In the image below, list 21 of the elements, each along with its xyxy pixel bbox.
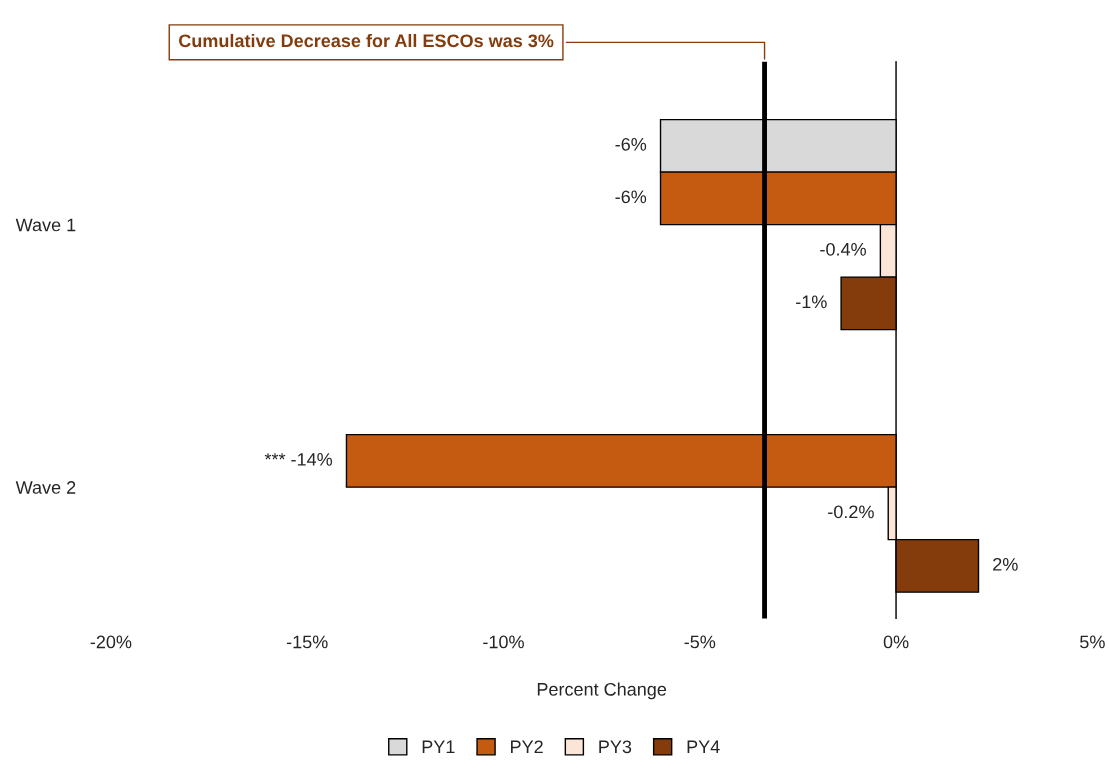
data-label: -1%	[796, 295, 827, 309]
legend-label: PY4	[687, 740, 720, 753]
x-axis-title: Percent Change	[537, 682, 667, 700]
legend-label: PY1	[422, 740, 455, 753]
x-tick-label: -15%	[286, 635, 328, 649]
y-tick-label: Wave 1	[15, 218, 76, 232]
x-tick-label: 5%	[1080, 635, 1105, 649]
data-label: -0.2%	[828, 505, 874, 519]
legend-label: PY3	[599, 740, 632, 754]
legend-label: PY2	[511, 740, 543, 753]
ref-line-label: Cumulative Decrease for All ESCOs was 3%	[179, 33, 554, 48]
data-label: -0.4%	[820, 242, 866, 256]
data-label: *** -14%	[264, 453, 333, 466]
x-tick-label: 0%	[883, 635, 909, 649]
y-tick-label: Wave 2	[15, 481, 76, 494]
x-tick-label: -5%	[684, 635, 716, 649]
x-tick-label: -20%	[90, 635, 132, 649]
data-label: -6%	[615, 190, 647, 204]
data-label: 2%	[993, 557, 1018, 571]
x-tick-label: -10%	[483, 635, 524, 649]
data-label: -6%	[615, 137, 647, 151]
